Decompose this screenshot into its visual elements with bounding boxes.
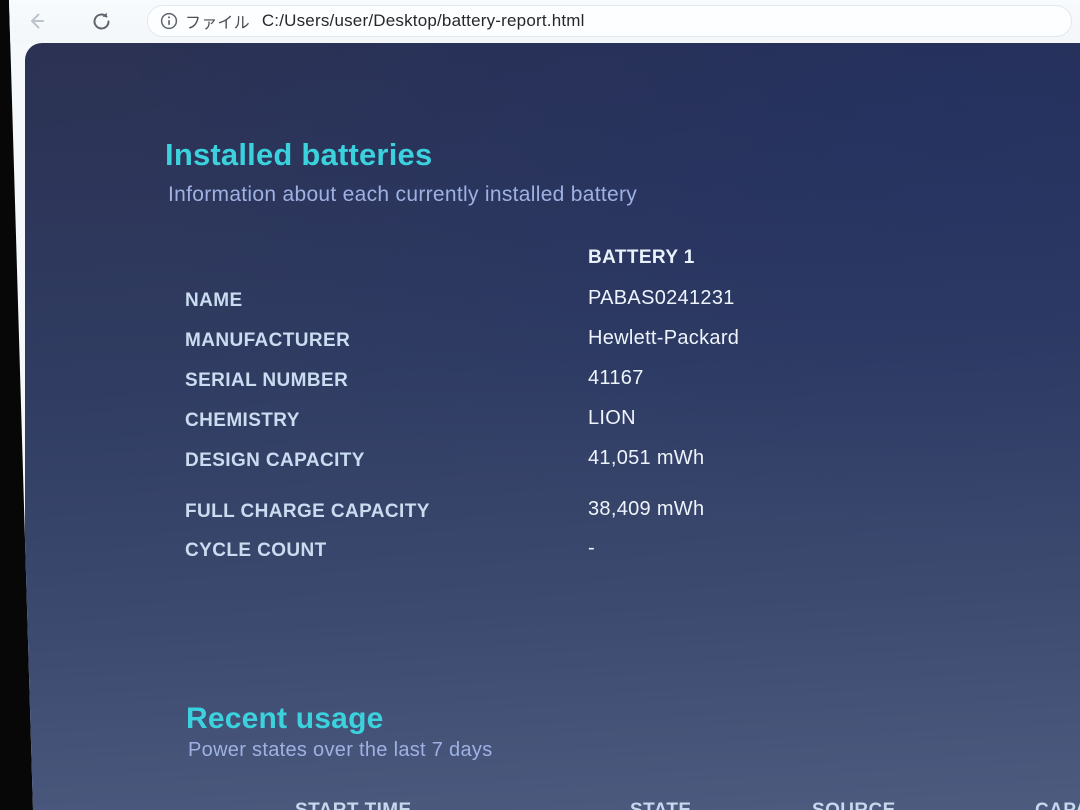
back-button[interactable] [21,6,51,36]
site-info-chip[interactable]: ファイル [160,9,250,33]
row-value: LION [588,407,636,429]
installed-batteries-title: Installed batteries [165,137,433,172]
row-value: - [588,537,595,559]
info-icon [160,12,178,30]
row-value: 41,051 mWh [588,447,705,469]
column-header-state: STATE [630,800,691,810]
row-label: FULL CHARGE CAPACITY [185,501,430,522]
row-value: 38,409 mWh [588,498,705,520]
column-header-capacity: CAPA [1035,800,1080,810]
battery-column-header: BATTERY 1 [588,247,695,268]
row-label: CHEMISTRY [185,410,300,431]
recent-usage-title: Recent usage [186,702,384,735]
row-value: Hewlett-Packard [588,327,740,349]
installed-batteries-subtitle: Information about each currently install… [168,183,638,206]
row-label: MANUFACTURER [185,330,351,351]
row-label: CYCLE COUNT [185,540,327,561]
column-header-start-time: START TIME [295,800,412,810]
reload-icon [90,10,113,33]
row-label: NAME [185,290,243,311]
column-header-source: SOURCE [812,800,896,810]
browser-toolbar: ファイル C:/Users/user/Desktop/battery-repor… [9,0,1080,43]
row-label: SERIAL NUMBER [185,370,349,391]
address-bar[interactable]: ファイル C:/Users/user/Desktop/battery-repor… [147,5,1072,37]
reload-button[interactable] [86,6,116,36]
recent-usage-subtitle: Power states over the last 7 days [188,739,493,761]
row-value: 41167 [588,367,644,389]
back-arrow-icon [25,10,47,32]
row-label: DESIGN CAPACITY [185,450,365,471]
battery-report-page: Installed batteries Information about ea… [25,43,1080,810]
url-scheme-label: ファイル [185,15,250,32]
row-value: PABAS0241231 [588,287,735,309]
url-text: C:/Users/user/Desktop/battery-report.htm… [261,11,585,30]
